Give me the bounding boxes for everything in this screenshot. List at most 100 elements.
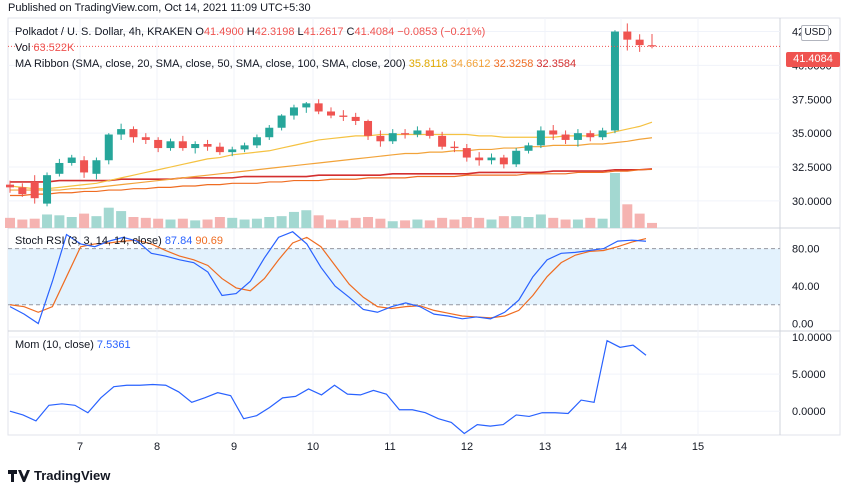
candle-body[interactable] <box>228 149 237 153</box>
candle-body[interactable] <box>475 157 484 161</box>
candle-body[interactable] <box>401 133 410 135</box>
volume-bar <box>548 217 559 228</box>
volume-bar <box>634 213 645 228</box>
candle-body[interactable] <box>191 144 200 149</box>
volume-bar <box>313 215 324 228</box>
candle-body[interactable] <box>129 129 138 138</box>
candle-body[interactable] <box>240 145 249 150</box>
candle-body[interactable] <box>623 31 632 40</box>
candle-body[interactable] <box>413 130 422 135</box>
candle-body[interactable] <box>536 130 545 146</box>
mom-label[interactable]: Mom (10, close) <box>15 339 94 351</box>
candle-body[interactable] <box>524 145 533 151</box>
volume-label[interactable]: Vol <box>15 42 31 54</box>
volume-bar <box>535 214 546 228</box>
candle-body[interactable] <box>425 130 434 136</box>
candle-body[interactable] <box>6 184 14 188</box>
candle-body[interactable] <box>648 45 656 47</box>
volume-bar <box>251 218 262 228</box>
candle-body[interactable] <box>203 144 212 147</box>
candle-body[interactable] <box>43 175 52 204</box>
candle-body[interactable] <box>104 134 113 161</box>
volume-bar <box>103 207 114 228</box>
candle-body[interactable] <box>388 133 397 142</box>
volume-bar <box>301 210 312 228</box>
sma50-line <box>10 137 653 191</box>
symbol-title[interactable]: Polkadot / U. S. Dollar, 4h, KRAKEN <box>15 26 193 38</box>
volume-bar <box>239 219 250 228</box>
x-tick-label: 9 <box>231 441 237 453</box>
ribbon-legend: MA Ribbon (SMA, close, 20, SMA, close, 5… <box>15 58 576 70</box>
price-pane[interactable] <box>5 23 780 228</box>
volume-bar <box>412 219 423 228</box>
stoch-rsi-pane[interactable] <box>8 231 780 325</box>
volume-bar <box>276 216 287 228</box>
volume-bar <box>486 219 497 228</box>
stoch-k-line <box>9 231 647 325</box>
ribbon-value-50: 34.6612 <box>450 58 491 70</box>
candle-body[interactable] <box>302 103 311 108</box>
candle-body[interactable] <box>327 111 335 116</box>
candle-body[interactable] <box>314 103 323 112</box>
candle-body[interactable] <box>67 157 76 163</box>
candle-body[interactable] <box>438 135 447 147</box>
stoch-label[interactable]: Stoch RSI (3, 3, 14, 14, close) <box>15 235 162 247</box>
sma100-line <box>10 168 653 197</box>
volume-bar <box>17 219 28 228</box>
candle-body[interactable] <box>512 150 521 165</box>
candle-body[interactable] <box>117 129 126 135</box>
candle-body[interactable] <box>561 134 570 140</box>
ribbon-value-200: 32.3584 <box>536 58 577 70</box>
candle-body[interactable] <box>549 130 558 135</box>
candle-body[interactable] <box>18 187 27 195</box>
candle-body[interactable] <box>252 137 261 146</box>
currency-button[interactable]: USD <box>801 25 829 41</box>
momentum-pane[interactable] <box>9 339 647 435</box>
candle-body[interactable] <box>80 160 89 173</box>
volume-value: 63.522K <box>33 42 75 54</box>
volume-bar <box>449 219 460 228</box>
candle-body[interactable] <box>499 157 508 165</box>
candle-body[interactable] <box>178 141 187 149</box>
candle-body[interactable] <box>92 160 101 174</box>
candle-body[interactable] <box>215 146 224 153</box>
candle-body[interactable] <box>450 146 459 149</box>
volume-bar <box>79 213 90 228</box>
candle-body[interactable] <box>635 39 644 46</box>
volume-bar <box>91 216 102 228</box>
candle-body[interactable] <box>339 115 348 117</box>
candle-body[interactable] <box>289 107 298 116</box>
candle-body[interactable] <box>277 115 286 128</box>
x-tick-label: 11 <box>384 441 395 453</box>
volume-bar <box>288 211 299 228</box>
candle-body[interactable] <box>55 162 64 174</box>
volume-bar <box>622 204 633 228</box>
stoch-k-value: 87.84 <box>164 235 193 247</box>
last-price-tag: 41.4084 <box>786 52 840 67</box>
candle-body[interactable] <box>610 31 619 131</box>
candle-body[interactable] <box>598 130 607 138</box>
candle-body[interactable] <box>154 139 163 149</box>
ribbon-label[interactable]: MA Ribbon (SMA, close, 20, SMA, close, 5… <box>15 58 406 70</box>
candle-body[interactable] <box>462 148 471 158</box>
candle-body[interactable] <box>265 127 274 138</box>
volume-bar <box>177 218 188 228</box>
x-tick-label: 8 <box>154 441 160 453</box>
x-tick-label: 15 <box>692 441 704 453</box>
candle-body[interactable] <box>30 181 39 199</box>
volume-bar <box>511 216 522 228</box>
tradingview-logo[interactable]: TradingView <box>8 468 110 483</box>
candle-body[interactable] <box>586 133 595 138</box>
volume-bar <box>461 217 472 228</box>
candle-body[interactable] <box>573 133 582 140</box>
candle-body[interactable] <box>166 141 175 149</box>
candle-body[interactable] <box>487 157 496 161</box>
candle-body[interactable] <box>141 137 150 140</box>
candle-body[interactable] <box>376 135 385 142</box>
candle-body[interactable] <box>351 116 360 121</box>
mom-legend: Mom (10, close) 7.5361 <box>15 339 131 351</box>
ohlc-low: L41.2617 <box>297 26 344 38</box>
candle-body[interactable] <box>364 120 373 136</box>
